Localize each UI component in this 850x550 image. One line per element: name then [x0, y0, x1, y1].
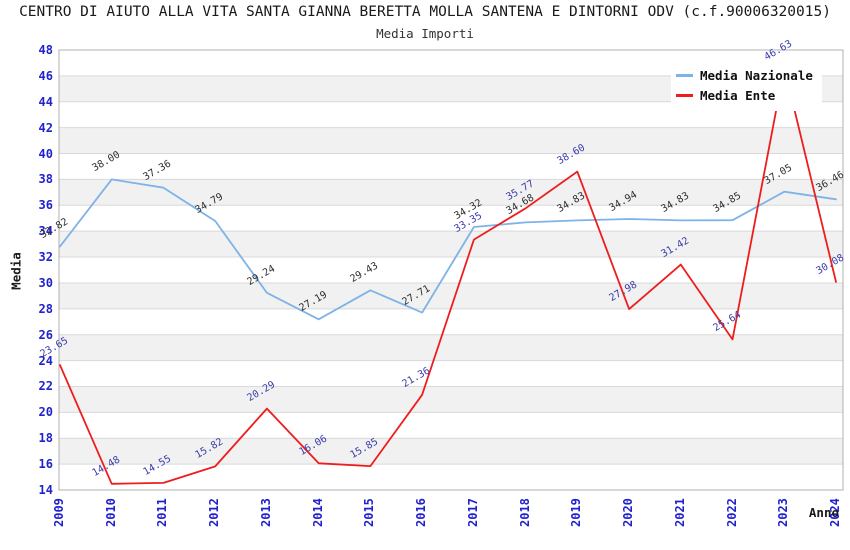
legend-swatch-media-nazionale-line	[676, 73, 693, 77]
plot-band	[59, 360, 843, 387]
x-tick-label: 2018	[517, 498, 532, 527]
legend-label-media-ente: Media Ente	[700, 87, 776, 103]
plot-band	[59, 257, 843, 283]
plot-band	[59, 412, 843, 439]
plot-band	[59, 308, 843, 335]
y-tick-label: 48	[38, 43, 53, 57]
plot-band	[59, 153, 843, 180]
plot-band	[59, 179, 843, 206]
legend-item-media-ente: Media Ente	[676, 85, 813, 105]
y-tick-label: 34	[38, 224, 53, 239]
x-tick-label: 2011	[155, 498, 170, 527]
legend-item-media-nazionale: Media Nazionale	[676, 65, 813, 85]
y-tick-label: 38	[38, 172, 53, 187]
y-tick-label: 44	[38, 94, 53, 109]
chart-subtitle: Media Importi	[376, 26, 474, 41]
plot-band	[59, 127, 843, 154]
plot-border	[58, 49, 844, 491]
x-tick-label: 2012	[207, 498, 222, 527]
plot-band	[59, 231, 843, 258]
y-tick-label: 18	[38, 431, 53, 446]
legend-label-media-nazionale: Media Nazionale	[700, 67, 813, 83]
y-tick-label: 42	[38, 120, 53, 135]
plot-band	[59, 438, 843, 465]
x-tick-label: 2010	[103, 498, 118, 527]
x-axis-title: Anno	[808, 505, 839, 520]
y-tick-label: 26	[38, 327, 53, 342]
y-axis-title: Media	[8, 252, 24, 290]
x-tick-label: 2017	[465, 498, 480, 527]
x-tick-label: 2015	[362, 498, 377, 527]
y-tick-label: 22	[38, 379, 53, 394]
plot-band	[59, 205, 843, 232]
x-tick-label: 2021	[672, 498, 687, 527]
y-tick-label: 20	[38, 405, 53, 420]
series-line-media-nazionale	[59, 178, 837, 321]
plot-band	[59, 464, 843, 490]
y-tick-label: 16	[38, 457, 53, 472]
y-tick-label: 30	[38, 275, 53, 290]
y-tick-label: 46	[38, 68, 53, 83]
chart-title: CENTRO DI AIUTO ALLA VITA SANTA GIANNA B…	[19, 4, 831, 20]
y-tick-label: 28	[38, 301, 53, 316]
legend-swatch-media-ente-line	[676, 93, 693, 97]
x-tick-label: 2014	[310, 498, 325, 527]
x-tick-label: 2019	[569, 498, 584, 527]
x-tick-label: 2022	[724, 498, 739, 527]
x-tick-label: 2020	[621, 498, 636, 527]
plot-band	[59, 386, 843, 413]
series-line-media-ente	[59, 66, 837, 485]
y-tick-label: 32	[38, 250, 53, 265]
y-tick-label: 24	[38, 353, 53, 368]
y-tick-label: 40	[38, 146, 53, 161]
y-tick-label: 14	[38, 483, 53, 497]
y-tick-label: 36	[38, 198, 53, 213]
plot-band	[59, 282, 843, 309]
x-tick-label: 2009	[52, 498, 66, 527]
x-tick-label: 2023	[776, 498, 791, 527]
x-tick-label: 2013	[258, 498, 273, 527]
x-tick-label: 2016	[414, 498, 429, 527]
plot-band	[59, 334, 843, 361]
legend: Media Nazionale Media Ente	[671, 59, 822, 111]
